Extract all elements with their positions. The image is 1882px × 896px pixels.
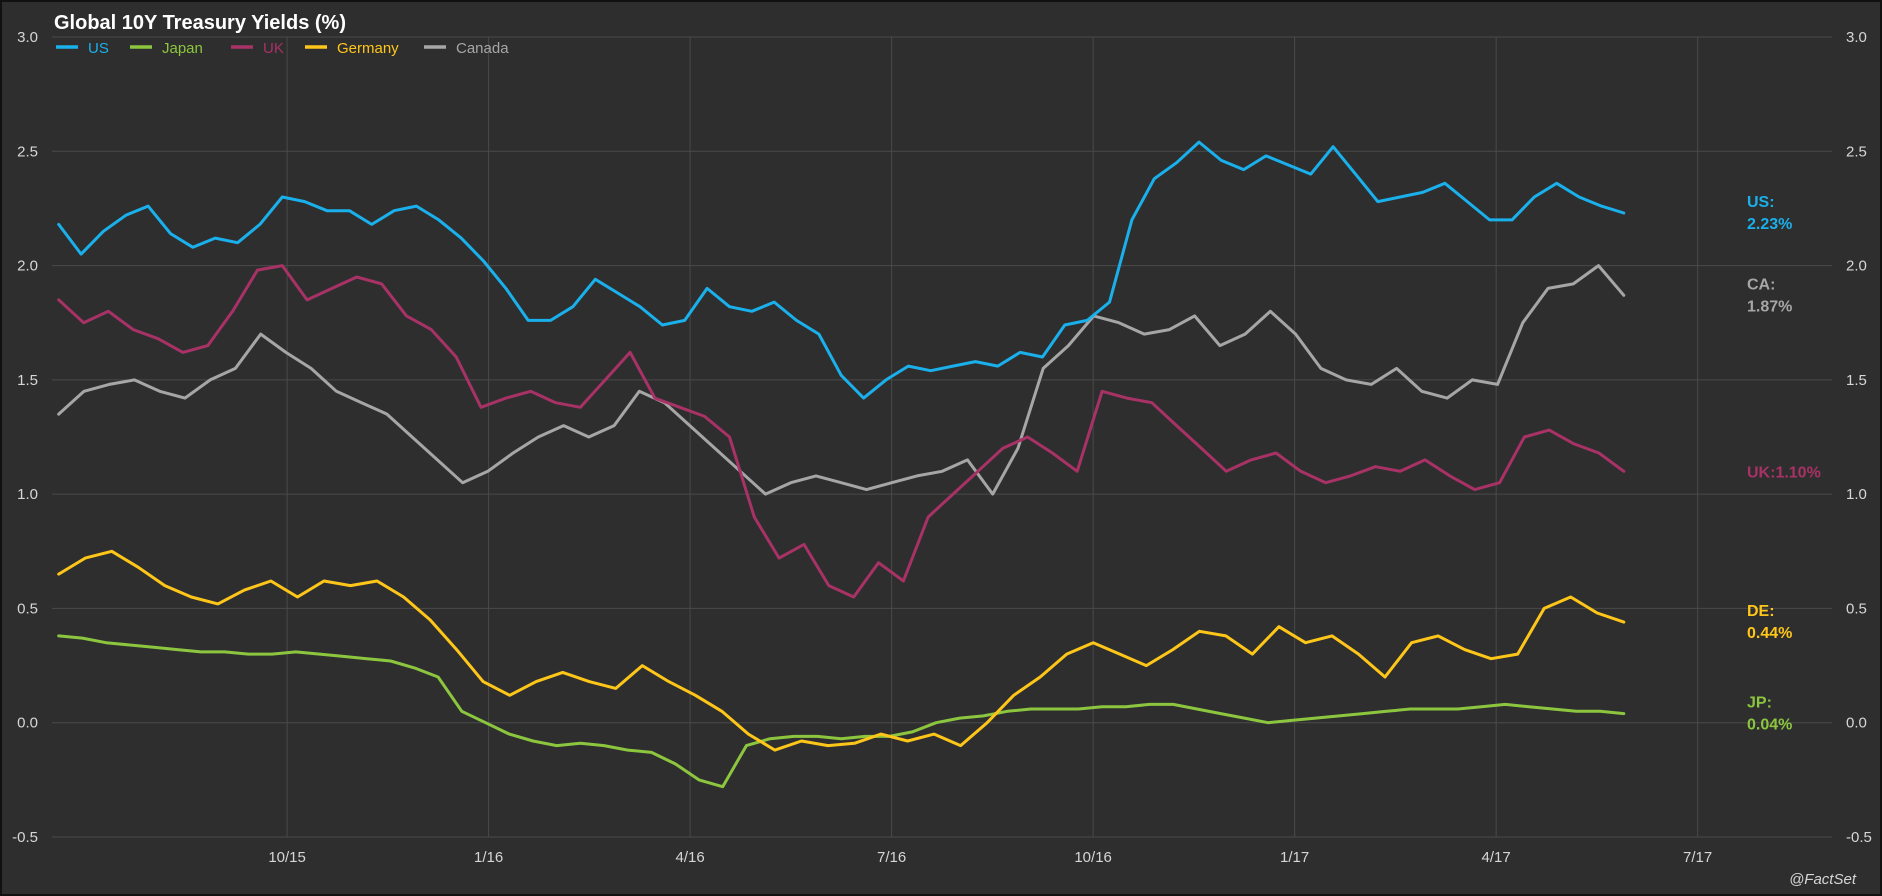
x-axis: 10/15 1/16 4/16 7/16 10/16 1/17 4/17 7/17: [268, 849, 1712, 866]
end-label-japan: 0.04%: [1747, 717, 1792, 734]
y-tick-label-right: 2.5: [1846, 143, 1867, 160]
source-credit: @FactSet: [1789, 871, 1857, 888]
y-tick-label-left: 1.5: [17, 372, 38, 389]
y-tick-label-left: 2.0: [17, 258, 38, 275]
grid: [52, 36, 1832, 838]
legend-label-japan: Japan: [162, 40, 203, 57]
y-tick-label-left: 3.0: [17, 29, 38, 46]
x-tick-label: 4/17: [1482, 849, 1511, 866]
y-tick-label-right: -0.5: [1846, 829, 1872, 846]
y-tick-label-left: -0.5: [12, 829, 38, 846]
end-label-us: US:: [1747, 194, 1775, 211]
x-tick-label: 7/16: [877, 849, 906, 866]
legend-label-us: US: [88, 40, 109, 57]
series-lines: [57, 140, 1626, 789]
y-tick-label-right: 0.5: [1846, 600, 1867, 617]
end-label-japan: JP:: [1747, 695, 1772, 712]
series-line-canada: [57, 264, 1626, 496]
y-tick-label-left: 0.5: [17, 600, 38, 617]
series-line-us: [57, 140, 1626, 400]
series-line-germany: [57, 549, 1626, 752]
y-tick-label-right: 2.0: [1846, 258, 1867, 275]
y-tick-label-right: 3.0: [1846, 29, 1867, 46]
y-tick-label-right: 0.0: [1846, 715, 1867, 732]
end-label-canada: 1.87%: [1747, 298, 1792, 315]
y-axis-right: 3.0 2.5 2.0 1.5 1.0 0.5 0.0 -0.5: [1846, 29, 1872, 846]
end-label-germany: DE:: [1747, 603, 1775, 620]
x-tick-label: 7/17: [1683, 849, 1712, 866]
y-axis-left: 3.0 2.5 2.0 1.5 1.0 0.5 0.0 -0.5: [12, 29, 38, 846]
chart-title: Global 10Y Treasury Yields (%): [54, 12, 346, 34]
series-line-japan: [57, 634, 1626, 789]
x-tick-label: 4/16: [676, 849, 705, 866]
y-tick-label-right: 1.5: [1846, 372, 1867, 389]
end-label-canada: CA:: [1747, 276, 1775, 293]
y-tick-label-left: 0.0: [17, 715, 38, 732]
end-label-us: 2.23%: [1747, 216, 1792, 233]
legend-label-uk: UK: [263, 40, 284, 57]
legend: US Japan UK Germany Canada: [56, 40, 509, 57]
end-labels: US: 2.23% JP: 0.04% UK:1.10% DE: 0.44% CA: 1.87%: [1747, 194, 1821, 734]
y-tick-label-right: 1.0: [1846, 486, 1867, 503]
x-tick-label: 10/16: [1074, 849, 1112, 866]
y-tick-label-left: 2.5: [17, 143, 38, 160]
x-tick-label: 10/15: [268, 849, 306, 866]
end-label-uk: UK:1.10%: [1747, 464, 1821, 481]
legend-label-canada: Canada: [456, 40, 509, 57]
end-label-germany: 0.44%: [1747, 625, 1792, 642]
y-tick-label-left: 1.0: [17, 486, 38, 503]
x-tick-label: 1/17: [1280, 849, 1309, 866]
x-tick-label: 1/16: [474, 849, 503, 866]
legend-label-germany: Germany: [337, 40, 399, 57]
series-line-uk: [57, 264, 1626, 599]
